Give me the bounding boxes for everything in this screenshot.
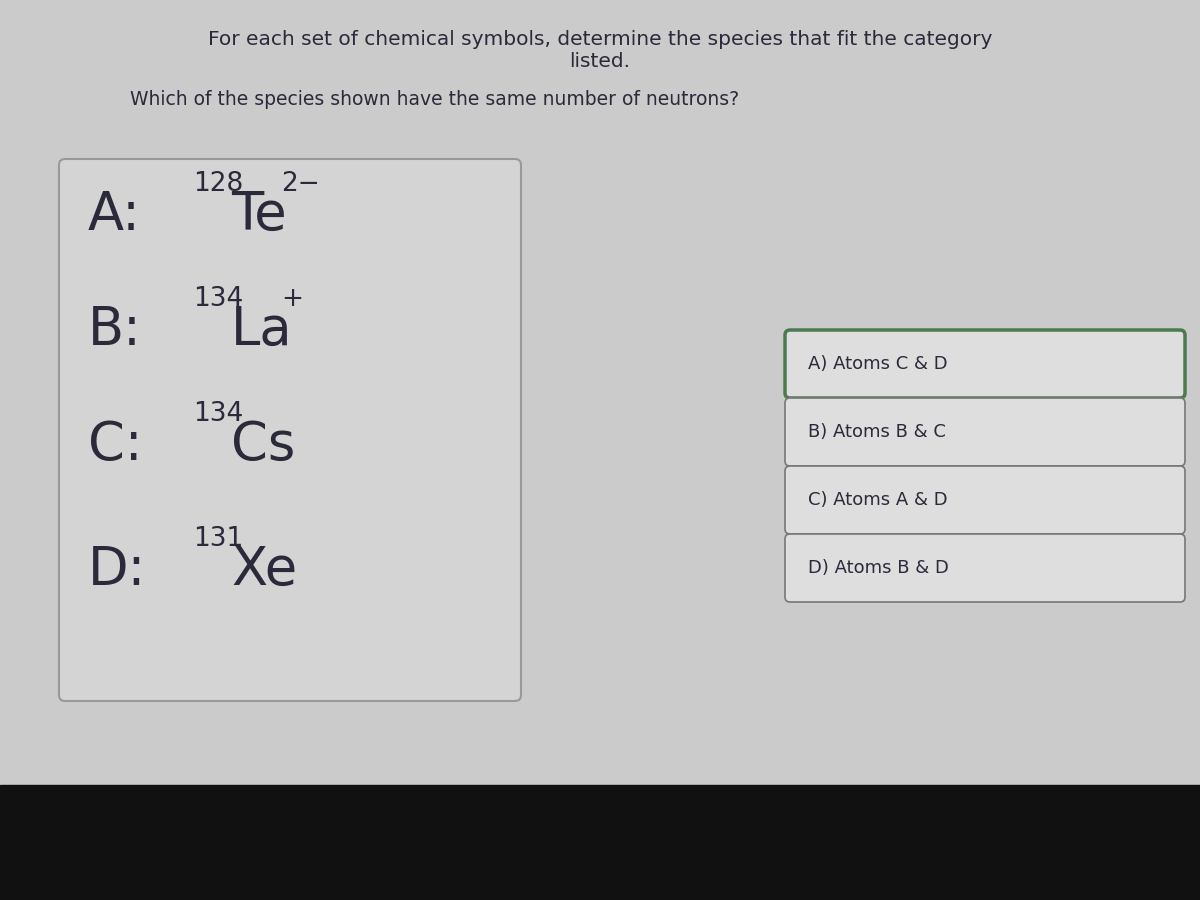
FancyBboxPatch shape xyxy=(785,466,1186,534)
Text: 134: 134 xyxy=(193,401,244,427)
Text: 134: 134 xyxy=(193,286,244,312)
Text: listed.: listed. xyxy=(570,52,630,71)
Text: C) Atoms A & D: C) Atoms A & D xyxy=(808,491,948,509)
Text: Which of the species shown have the same number of neutrons?: Which of the species shown have the same… xyxy=(130,90,739,109)
Text: 131: 131 xyxy=(193,526,244,552)
Text: Xe: Xe xyxy=(230,544,298,596)
FancyBboxPatch shape xyxy=(59,159,521,701)
Text: B:: B: xyxy=(88,304,142,356)
Text: 128: 128 xyxy=(193,171,244,197)
Text: 2−: 2− xyxy=(281,171,320,197)
FancyBboxPatch shape xyxy=(785,398,1186,466)
Text: Te: Te xyxy=(230,189,287,241)
Text: +: + xyxy=(281,286,302,312)
Text: A) Atoms C & D: A) Atoms C & D xyxy=(808,355,948,373)
Text: B) Atoms B & C: B) Atoms B & C xyxy=(808,423,946,441)
Text: For each set of chemical symbols, determine the species that fit the category: For each set of chemical symbols, determ… xyxy=(208,30,992,49)
Text: A:: A: xyxy=(88,189,140,241)
Bar xyxy=(0,785,1200,900)
FancyBboxPatch shape xyxy=(785,534,1186,602)
Text: D) Atoms B & D: D) Atoms B & D xyxy=(808,559,949,577)
Text: D:: D: xyxy=(88,544,146,596)
Text: Cs: Cs xyxy=(230,419,295,471)
FancyBboxPatch shape xyxy=(785,330,1186,398)
Text: C:: C: xyxy=(88,419,143,471)
Text: La: La xyxy=(230,304,293,356)
